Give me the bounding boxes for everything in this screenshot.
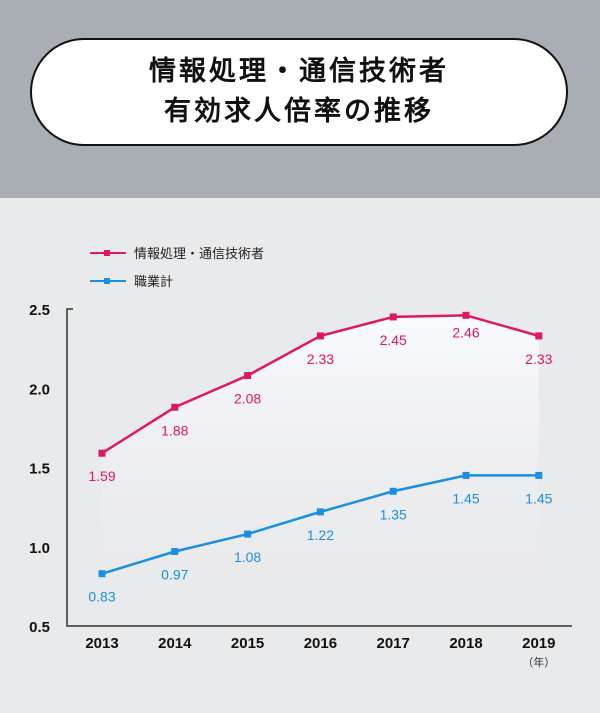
x-tick-label: 2019 <box>522 635 555 652</box>
data-label: 1.45 <box>452 490 479 506</box>
data-label: 1.59 <box>88 468 115 484</box>
data-point <box>98 570 106 578</box>
y-tick-label: 2.0 <box>29 381 50 398</box>
data-point <box>462 311 470 319</box>
legend-label: 情報処理・通信技術者 <box>134 246 264 261</box>
data-point <box>244 372 252 380</box>
data-point <box>389 313 397 321</box>
data-label: 1.88 <box>161 422 188 438</box>
data-point <box>98 449 106 457</box>
title-line-1: 情報処理・通信技術者 <box>149 56 449 87</box>
line-chart: 0.5 1.0 1.5 2.0 2.5 2013 2014 2015 2016 2017 2018 2… <box>29 246 572 669</box>
data-label: 0.83 <box>88 589 115 605</box>
data-label: 2.46 <box>452 324 479 340</box>
data-point <box>316 508 324 516</box>
data-label: 2.45 <box>380 332 407 348</box>
data-label: 2.33 <box>307 351 334 367</box>
data-point <box>171 548 179 556</box>
title-line-2: 有効求人倍率の推移 <box>164 96 434 127</box>
title-box: 情報処理・通信技術者 有効求人倍率の推移 <box>30 38 568 146</box>
data-label: 2.08 <box>234 391 261 407</box>
x-tick-label: 2013 <box>85 635 118 652</box>
data-point <box>462 471 470 479</box>
x-unit-label: （年） <box>522 655 555 669</box>
data-label: 1.45 <box>525 490 552 506</box>
x-tick-label: 2016 <box>304 635 337 652</box>
data-point <box>316 332 324 340</box>
y-tick-label: 0.5 <box>29 619 50 636</box>
data-label: 1.08 <box>234 549 261 565</box>
y-tick-label: 1.0 <box>29 540 50 557</box>
legend-label: 職業計 <box>134 274 173 289</box>
data-label: 1.35 <box>380 506 407 522</box>
y-tick-label: 1.5 <box>29 461 50 478</box>
axis-lines <box>66 308 572 627</box>
area-fill <box>102 315 539 611</box>
y-tick-label: 2.5 <box>29 302 50 319</box>
data-point <box>171 403 179 411</box>
legend-marker <box>104 250 110 256</box>
x-tick-label: 2018 <box>449 635 482 652</box>
data-label: 0.97 <box>161 567 188 583</box>
data-point <box>389 487 397 495</box>
data-point <box>244 530 252 538</box>
data-label: 1.22 <box>307 527 334 543</box>
data-point <box>535 471 543 479</box>
x-tick-label: 2014 <box>158 635 192 652</box>
legend-marker <box>104 278 110 284</box>
x-tick-label: 2017 <box>377 635 410 652</box>
data-point <box>535 332 543 340</box>
data-label: 2.33 <box>525 351 552 367</box>
x-tick-label: 2015 <box>231 635 264 652</box>
